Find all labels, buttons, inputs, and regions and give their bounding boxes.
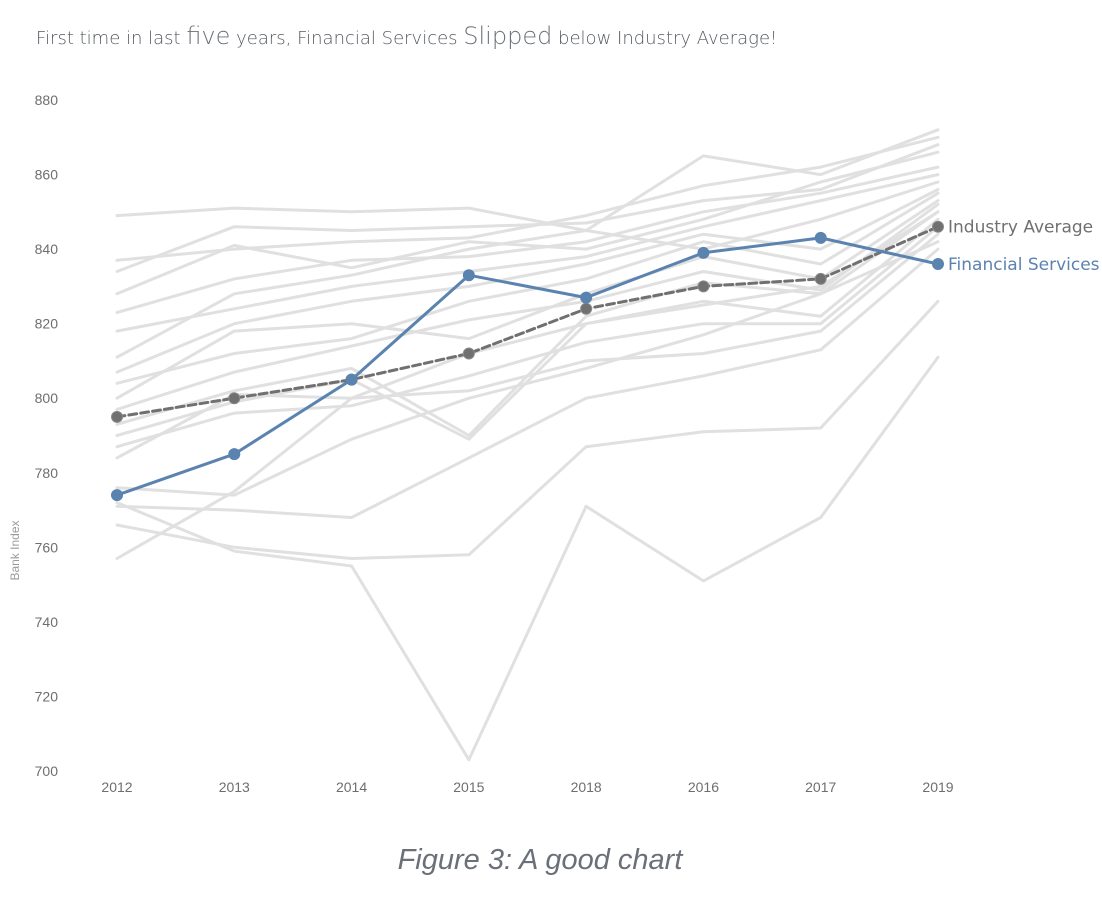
background-series-line — [115, 210, 940, 560]
background-series-line — [115, 135, 940, 262]
industry-average-point — [462, 347, 475, 360]
background-series-line — [115, 217, 940, 441]
background-series-line — [115, 240, 940, 497]
financial-services-point — [228, 448, 241, 461]
background-series-line — [115, 188, 940, 374]
y-tick-label: 800 — [35, 390, 59, 406]
title-part-5: below Industry Average! — [552, 28, 778, 49]
title-part-3: years, Financial Services — [230, 28, 464, 49]
financial-services-label: Financial Services — [948, 255, 1100, 275]
background-series-line — [115, 225, 940, 449]
background-series-line — [115, 232, 940, 460]
industry-average-line — [115, 225, 940, 419]
x-tick-label: 2014 — [336, 779, 367, 795]
line-chart: 700 720 740 760 780 800 820 840 860 880 2012 2013 20… — [8, 92, 1100, 795]
x-tick-label: 2016 — [688, 779, 719, 795]
background-series-line — [115, 180, 940, 359]
background-series-line — [115, 199, 940, 400]
chart-title: First time in last five years, Financial… — [36, 22, 777, 50]
industry-average-point — [228, 392, 241, 405]
y-tick-label: 880 — [35, 92, 59, 108]
background-series-line — [115, 191, 940, 385]
y-tick-label: 820 — [35, 316, 59, 332]
y-tick-label: 780 — [35, 465, 59, 481]
background-series-line — [115, 299, 940, 560]
y-tick-label: 700 — [35, 763, 59, 779]
financial-services-point — [111, 489, 123, 502]
x-tick-label: 2015 — [453, 779, 484, 795]
title-part-4: Slipped — [463, 22, 553, 50]
background-series-line — [115, 143, 940, 273]
x-tick-label: 2017 — [805, 779, 836, 795]
title-part-1: First time in last — [36, 28, 187, 49]
financial-services-point — [697, 246, 710, 259]
financial-services-point — [580, 291, 593, 304]
x-tick-label: 2012 — [101, 779, 132, 795]
background-series-line — [115, 128, 940, 232]
x-tick-label: 2013 — [219, 779, 250, 795]
financial-services-point — [932, 258, 944, 271]
industry-average-point — [580, 302, 593, 315]
y-tick-label: 720 — [35, 688, 59, 704]
industry-average-point — [932, 220, 944, 233]
industry-average-point — [111, 410, 123, 423]
y-axis-title: Bank Index — [8, 520, 22, 580]
financial-services-line — [115, 236, 940, 497]
industry-average-point — [697, 280, 710, 293]
financial-services-point — [462, 269, 475, 282]
background-series-line — [115, 165, 940, 314]
financial-services-point — [814, 231, 827, 244]
background-series-line — [115, 202, 940, 411]
title-part-2: five — [186, 22, 231, 50]
industry-average-point — [814, 272, 827, 285]
background-series-line — [115, 150, 940, 296]
y-tick-label: 860 — [35, 167, 59, 183]
x-tick-label: 2019 — [922, 779, 953, 795]
y-tick-label: 760 — [35, 539, 59, 555]
y-tick-label: 740 — [35, 614, 59, 630]
industry-average-label: Industry Average — [948, 218, 1093, 238]
background-series-line — [115, 355, 940, 762]
background-series-line — [115, 247, 940, 519]
background-series-line — [115, 173, 940, 333]
y-tick-label: 840 — [35, 241, 59, 257]
x-tick-label: 2018 — [571, 779, 602, 795]
figure-caption: Figure 3: A good chart — [397, 844, 683, 876]
financial-services-point — [345, 373, 358, 386]
